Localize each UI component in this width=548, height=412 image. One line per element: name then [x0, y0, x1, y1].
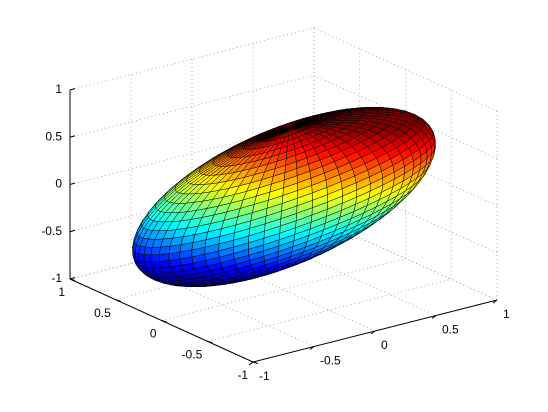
x-tick [370, 330, 376, 335]
x-tick-label: -1 [259, 369, 270, 383]
y-tick-label: -0.5 [182, 347, 203, 361]
x-tick-label: 1 [503, 307, 510, 321]
z-tick [69, 88, 76, 91]
y-tick [161, 320, 167, 323]
x-tick-label: 0.5 [442, 323, 459, 337]
x-tick-label: 0 [381, 338, 388, 352]
axes: -1-0.500.51-1-0.500.51-1-0.500.51 [41, 82, 510, 383]
y-tick [115, 299, 121, 302]
y-tick-label: 0.5 [94, 306, 111, 320]
z-tick-label: 0 [55, 177, 62, 191]
grid-line [130, 263, 315, 347]
z-tick [69, 182, 76, 185]
surface-patch [150, 254, 160, 262]
z-tick-label: 1 [55, 82, 62, 96]
grid-line [313, 27, 498, 112]
z-tick [69, 135, 76, 138]
z-tick [69, 229, 76, 233]
y-tick-label: -1 [237, 368, 248, 382]
surface-patch [143, 254, 152, 262]
surface-patch [158, 253, 170, 262]
surface [132, 106, 436, 288]
x-tick [492, 299, 498, 304]
surface-patch [281, 190, 298, 204]
x-tick-label: -0.5 [320, 354, 341, 368]
x-tick [431, 315, 437, 319]
x-tick [248, 361, 254, 366]
grid-line [313, 169, 498, 254]
z-tick-label: -1 [51, 271, 62, 285]
surface-patch [158, 245, 171, 255]
x-tick [309, 346, 315, 350]
surface-patch [150, 246, 161, 256]
y-tick [207, 340, 213, 344]
y-tick [252, 361, 259, 364]
surface-patch [138, 253, 145, 262]
surface-patch [158, 260, 171, 268]
z-tick-label: 0.5 [45, 129, 62, 143]
grid-line [191, 247, 376, 332]
y-tick-label: 0 [150, 327, 157, 341]
grid-line [313, 216, 498, 301]
y-tick-label: 1 [58, 285, 65, 299]
z-tick [69, 277, 76, 280]
z-tick-label: -0.5 [41, 224, 62, 238]
